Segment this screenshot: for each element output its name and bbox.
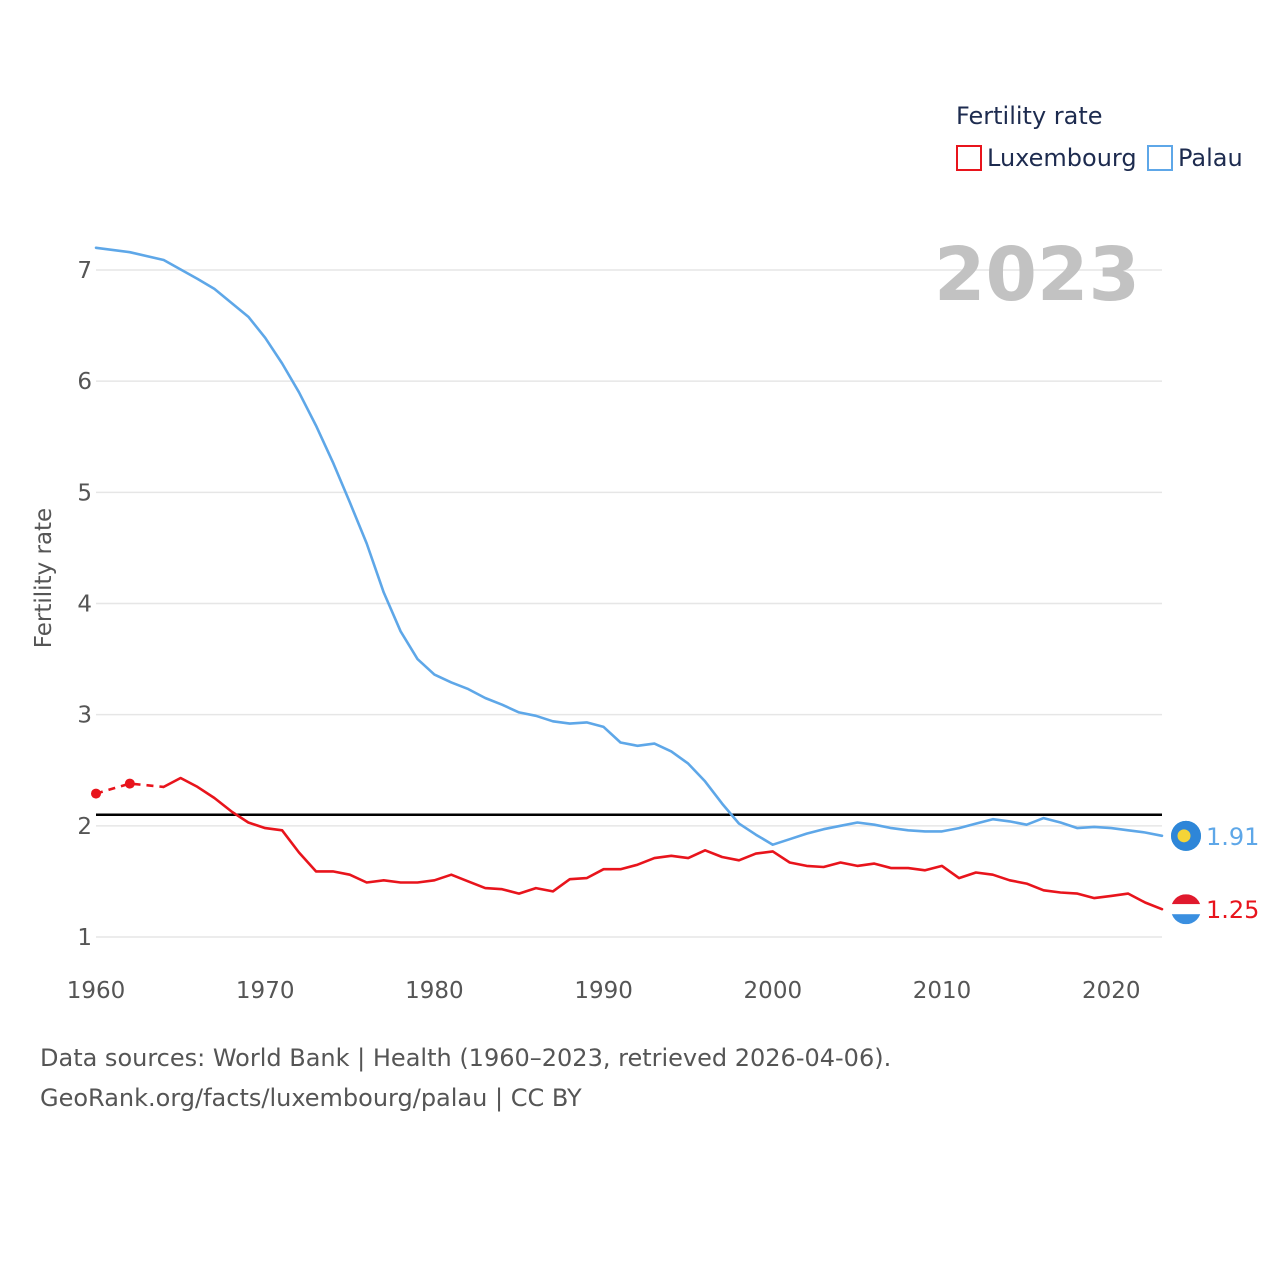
luxembourg-flag-icon <box>1171 894 1201 925</box>
year-watermark: 2023 <box>934 232 1140 318</box>
x-tick-label: 2020 <box>1082 978 1141 1004</box>
y-tick-label: 2 <box>77 814 92 840</box>
y-tick-label: 4 <box>77 592 92 618</box>
series-dashed-luxembourg <box>95 782 164 795</box>
x-tick-label: 2000 <box>744 978 803 1004</box>
end-markers: 1.91 1.25 <box>1171 820 1259 925</box>
x-tick-label: 1990 <box>574 978 633 1004</box>
gridlines <box>96 269 1162 938</box>
x-tick-label: 1970 <box>236 978 295 1004</box>
series-line-luxembourg <box>162 776 1164 911</box>
axis-labels: 1 2 3 4 5 6 7 1960 1970 1980 1990 2000 2010 2020 <box>67 258 1141 1004</box>
source-note: Data sources: World Bank | Health (1960–… <box>40 1044 892 1072</box>
data-point <box>91 788 101 799</box>
legend-title: Fertility rate <box>956 102 1103 130</box>
y-tick-label: 5 <box>77 480 92 506</box>
credit-link[interactable]: GeoRank.org/facts/luxembourg/palau | CC … <box>40 1084 582 1112</box>
x-tick-label: 1960 <box>67 978 126 1004</box>
y-tick-label: 6 <box>77 369 92 395</box>
legend-swatch-palau <box>1147 145 1173 171</box>
y-axis-title: Fertility rate <box>31 508 57 648</box>
series-group <box>91 246 1164 911</box>
x-tick-label: 1980 <box>405 978 464 1004</box>
end-label-palau: 1.91 <box>1206 823 1259 851</box>
y-tick-label: 3 <box>77 703 92 729</box>
x-tick-label: 2010 <box>913 978 972 1004</box>
legend-swatch-luxembourg <box>956 145 982 171</box>
end-label-luxembourg: 1.25 <box>1206 896 1259 924</box>
y-tick-label: 1 <box>77 925 92 951</box>
data-point <box>124 778 135 789</box>
legend-item-palau[interactable]: Palau <box>1147 144 1243 172</box>
y-tick-label: 7 <box>77 258 92 284</box>
legend-item-luxembourg[interactable]: Luxembourg <box>956 144 1137 172</box>
legend-label-luxembourg: Luxembourg <box>987 144 1137 172</box>
series-line-palau <box>94 246 1164 847</box>
legend: Fertility rate Luxembourg Palau <box>956 102 1243 172</box>
legend-label-palau: Palau <box>1178 144 1243 172</box>
palau-flag-icon <box>1171 820 1201 851</box>
